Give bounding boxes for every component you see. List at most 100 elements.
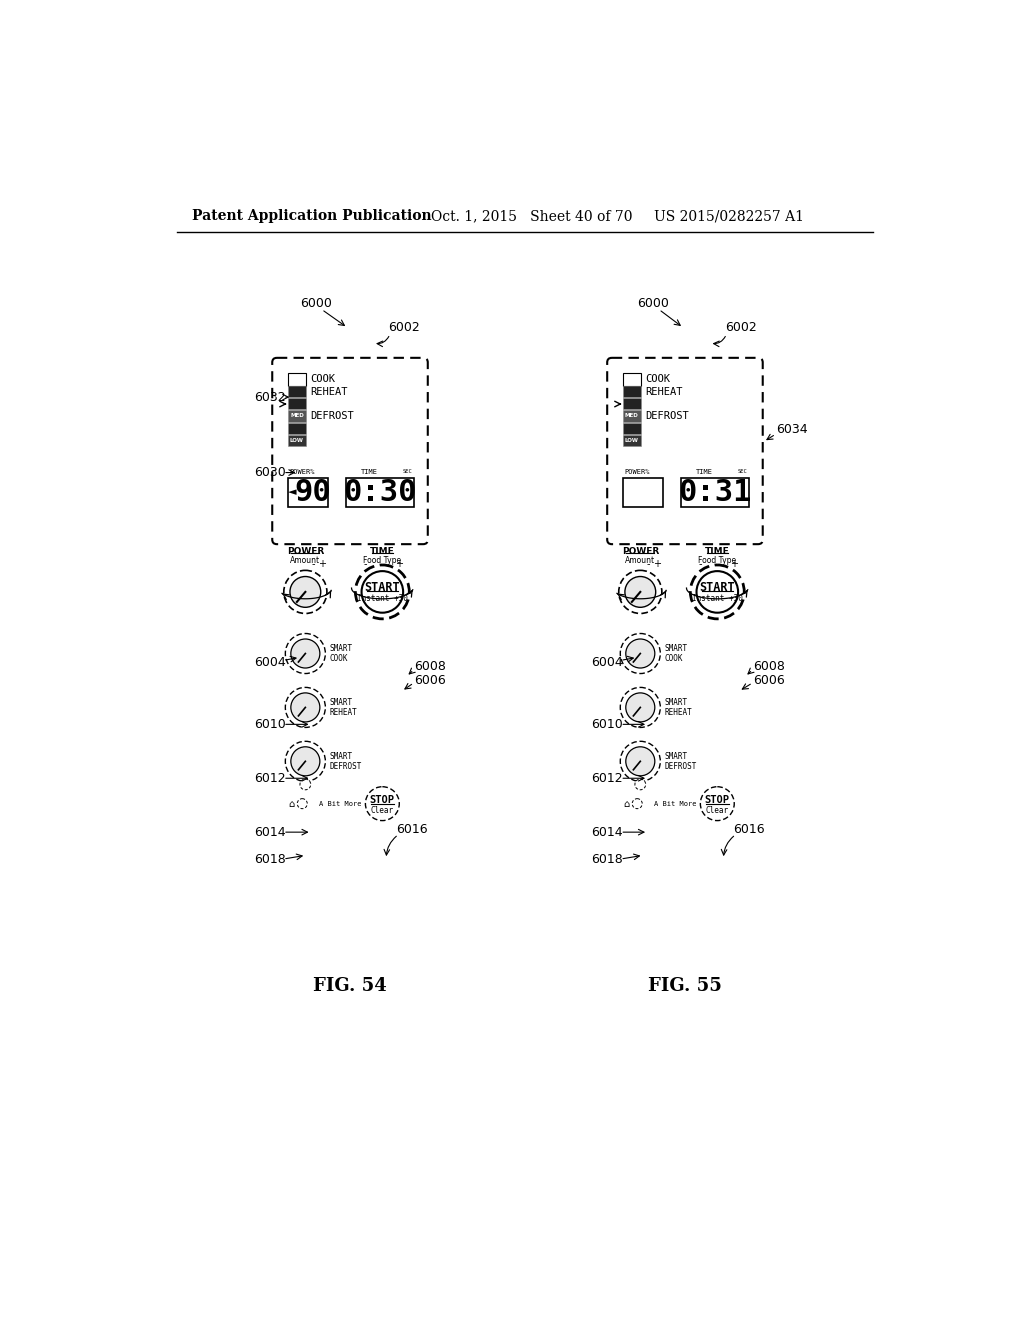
Bar [288,385,306,397]
Text: START: START [699,581,735,594]
FancyBboxPatch shape [607,358,763,544]
Bar [623,385,641,397]
Text: 6002: 6002 [388,321,420,334]
Text: DEFROST: DEFROST [310,412,354,421]
Text: 6012: 6012 [254,772,286,785]
Bar [288,411,306,422]
Text: STOP: STOP [705,795,730,805]
Text: Amount: Amount [626,556,655,565]
Text: TIME: TIME [705,548,730,556]
Bar [346,478,414,507]
Text: LOW: LOW [290,438,304,444]
Text: SMART
REHEAT: SMART REHEAT [665,698,692,717]
Text: Oct. 1, 2015   Sheet 40 of 70: Oct. 1, 2015 Sheet 40 of 70 [431,209,633,223]
Text: STOP: STOP [370,795,395,805]
Ellipse shape [696,572,738,612]
Bar [288,397,306,409]
Text: -: - [646,560,650,569]
Text: TIME: TIME [360,469,378,475]
Text: FIG. 55: FIG. 55 [648,977,722,995]
Text: Patent Application Publication: Patent Application Publication [193,209,432,223]
Ellipse shape [297,799,307,809]
Text: 6016: 6016 [733,824,765,837]
Text: -: - [311,560,314,569]
Text: TIME: TIME [370,548,394,556]
Text: SMART
DEFROST: SMART DEFROST [330,751,361,771]
Text: ⌂: ⌂ [289,799,295,809]
Text: A Bit More: A Bit More [319,801,361,807]
Ellipse shape [291,639,319,668]
Text: 6006: 6006 [414,675,445,686]
Bar [288,422,306,434]
Text: 6012: 6012 [591,772,623,785]
Ellipse shape [300,779,310,789]
Text: 6014: 6014 [254,825,286,838]
Ellipse shape [355,565,410,619]
Ellipse shape [625,577,655,607]
Ellipse shape [700,787,734,821]
Ellipse shape [621,742,660,781]
Text: 6000: 6000 [637,297,669,310]
Text: 0:31: 0:31 [678,478,752,507]
Text: 6008: 6008 [753,660,784,673]
Text: 0:30: 0:30 [343,478,417,507]
Text: Food Type: Food Type [364,556,401,565]
Ellipse shape [626,747,654,776]
FancyBboxPatch shape [272,358,428,544]
Ellipse shape [290,577,321,607]
Text: ⌂: ⌂ [624,799,630,809]
Text: 6014: 6014 [591,825,623,838]
Text: LOW: LOW [625,438,639,444]
Text: 6030: 6030 [254,466,286,479]
Text: 6018: 6018 [254,853,286,866]
Text: ◄: ◄ [288,487,297,498]
Text: SMART
COOK: SMART COOK [330,644,352,663]
Text: Instant +30: Instant +30 [692,594,742,603]
Ellipse shape [291,747,319,776]
Text: 6008: 6008 [414,660,445,673]
Bar [623,397,641,409]
Text: COOK: COOK [310,375,336,384]
Ellipse shape [284,570,327,614]
Ellipse shape [366,787,399,821]
Text: Clear: Clear [706,807,729,814]
Text: Clear: Clear [371,807,394,814]
Ellipse shape [690,565,744,619]
Bar [288,478,328,507]
Text: +: + [730,560,738,569]
Ellipse shape [291,693,319,722]
Bar [623,434,641,446]
Ellipse shape [626,693,654,722]
Text: REHEAT: REHEAT [310,387,348,397]
Text: Instant +30: Instant +30 [357,594,408,603]
Ellipse shape [626,639,654,668]
Text: SMART
REHEAT: SMART REHEAT [330,698,357,717]
Text: 6034: 6034 [776,422,808,436]
Text: -: - [698,560,702,569]
Text: -: - [364,560,368,569]
Ellipse shape [618,570,662,614]
Text: POWER: POWER [287,548,324,556]
Text: SMART
COOK: SMART COOK [665,644,687,663]
Text: 6010: 6010 [591,718,623,731]
Text: 6006: 6006 [753,675,784,686]
Bar [623,478,663,507]
Text: TIME: TIME [695,469,713,475]
Text: A Bit More: A Bit More [654,801,696,807]
Text: +: + [395,560,403,569]
Text: +: + [318,560,327,569]
Text: REHEAT: REHEAT [646,387,683,397]
Ellipse shape [286,742,326,781]
Ellipse shape [632,799,642,809]
Text: 6016: 6016 [396,824,428,837]
Text: SEC: SEC [738,470,748,474]
Bar [288,374,306,385]
Text: 6032: 6032 [254,391,286,404]
Text: Food Type: Food Type [698,556,736,565]
Text: 6004: 6004 [254,656,286,669]
Text: 6018: 6018 [591,853,623,866]
Ellipse shape [361,572,403,612]
Text: Amount: Amount [290,556,321,565]
Text: POWER%: POWER% [289,469,314,475]
Bar [623,374,641,385]
